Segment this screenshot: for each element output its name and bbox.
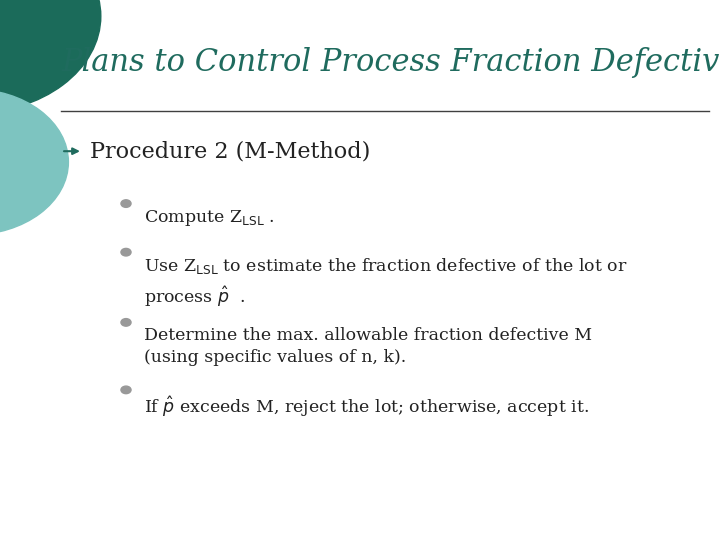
Text: If $\hat{p}$ exceeds M, reject the lot; otherwise, accept it.: If $\hat{p}$ exceeds M, reject the lot; … (144, 394, 589, 419)
Circle shape (121, 386, 131, 394)
Circle shape (0, 0, 101, 113)
Text: Compute Z$_\mathrm{LSL}$ .: Compute Z$_\mathrm{LSL}$ . (144, 208, 275, 228)
Circle shape (121, 319, 131, 326)
Circle shape (0, 89, 68, 235)
Text: Plans to Control Process Fraction Defective: Plans to Control Process Fraction Defect… (61, 46, 720, 78)
Circle shape (121, 248, 131, 256)
Circle shape (121, 200, 131, 207)
Text: Determine the max. allowable fraction defective M
(using specific values of n, k: Determine the max. allowable fraction de… (144, 327, 592, 366)
Text: Procedure 2 (M-Method): Procedure 2 (M-Method) (90, 140, 370, 162)
Text: Use Z$_\mathrm{LSL}$ to estimate the fraction defective of the lot or
process $\: Use Z$_\mathrm{LSL}$ to estimate the fra… (144, 256, 627, 309)
